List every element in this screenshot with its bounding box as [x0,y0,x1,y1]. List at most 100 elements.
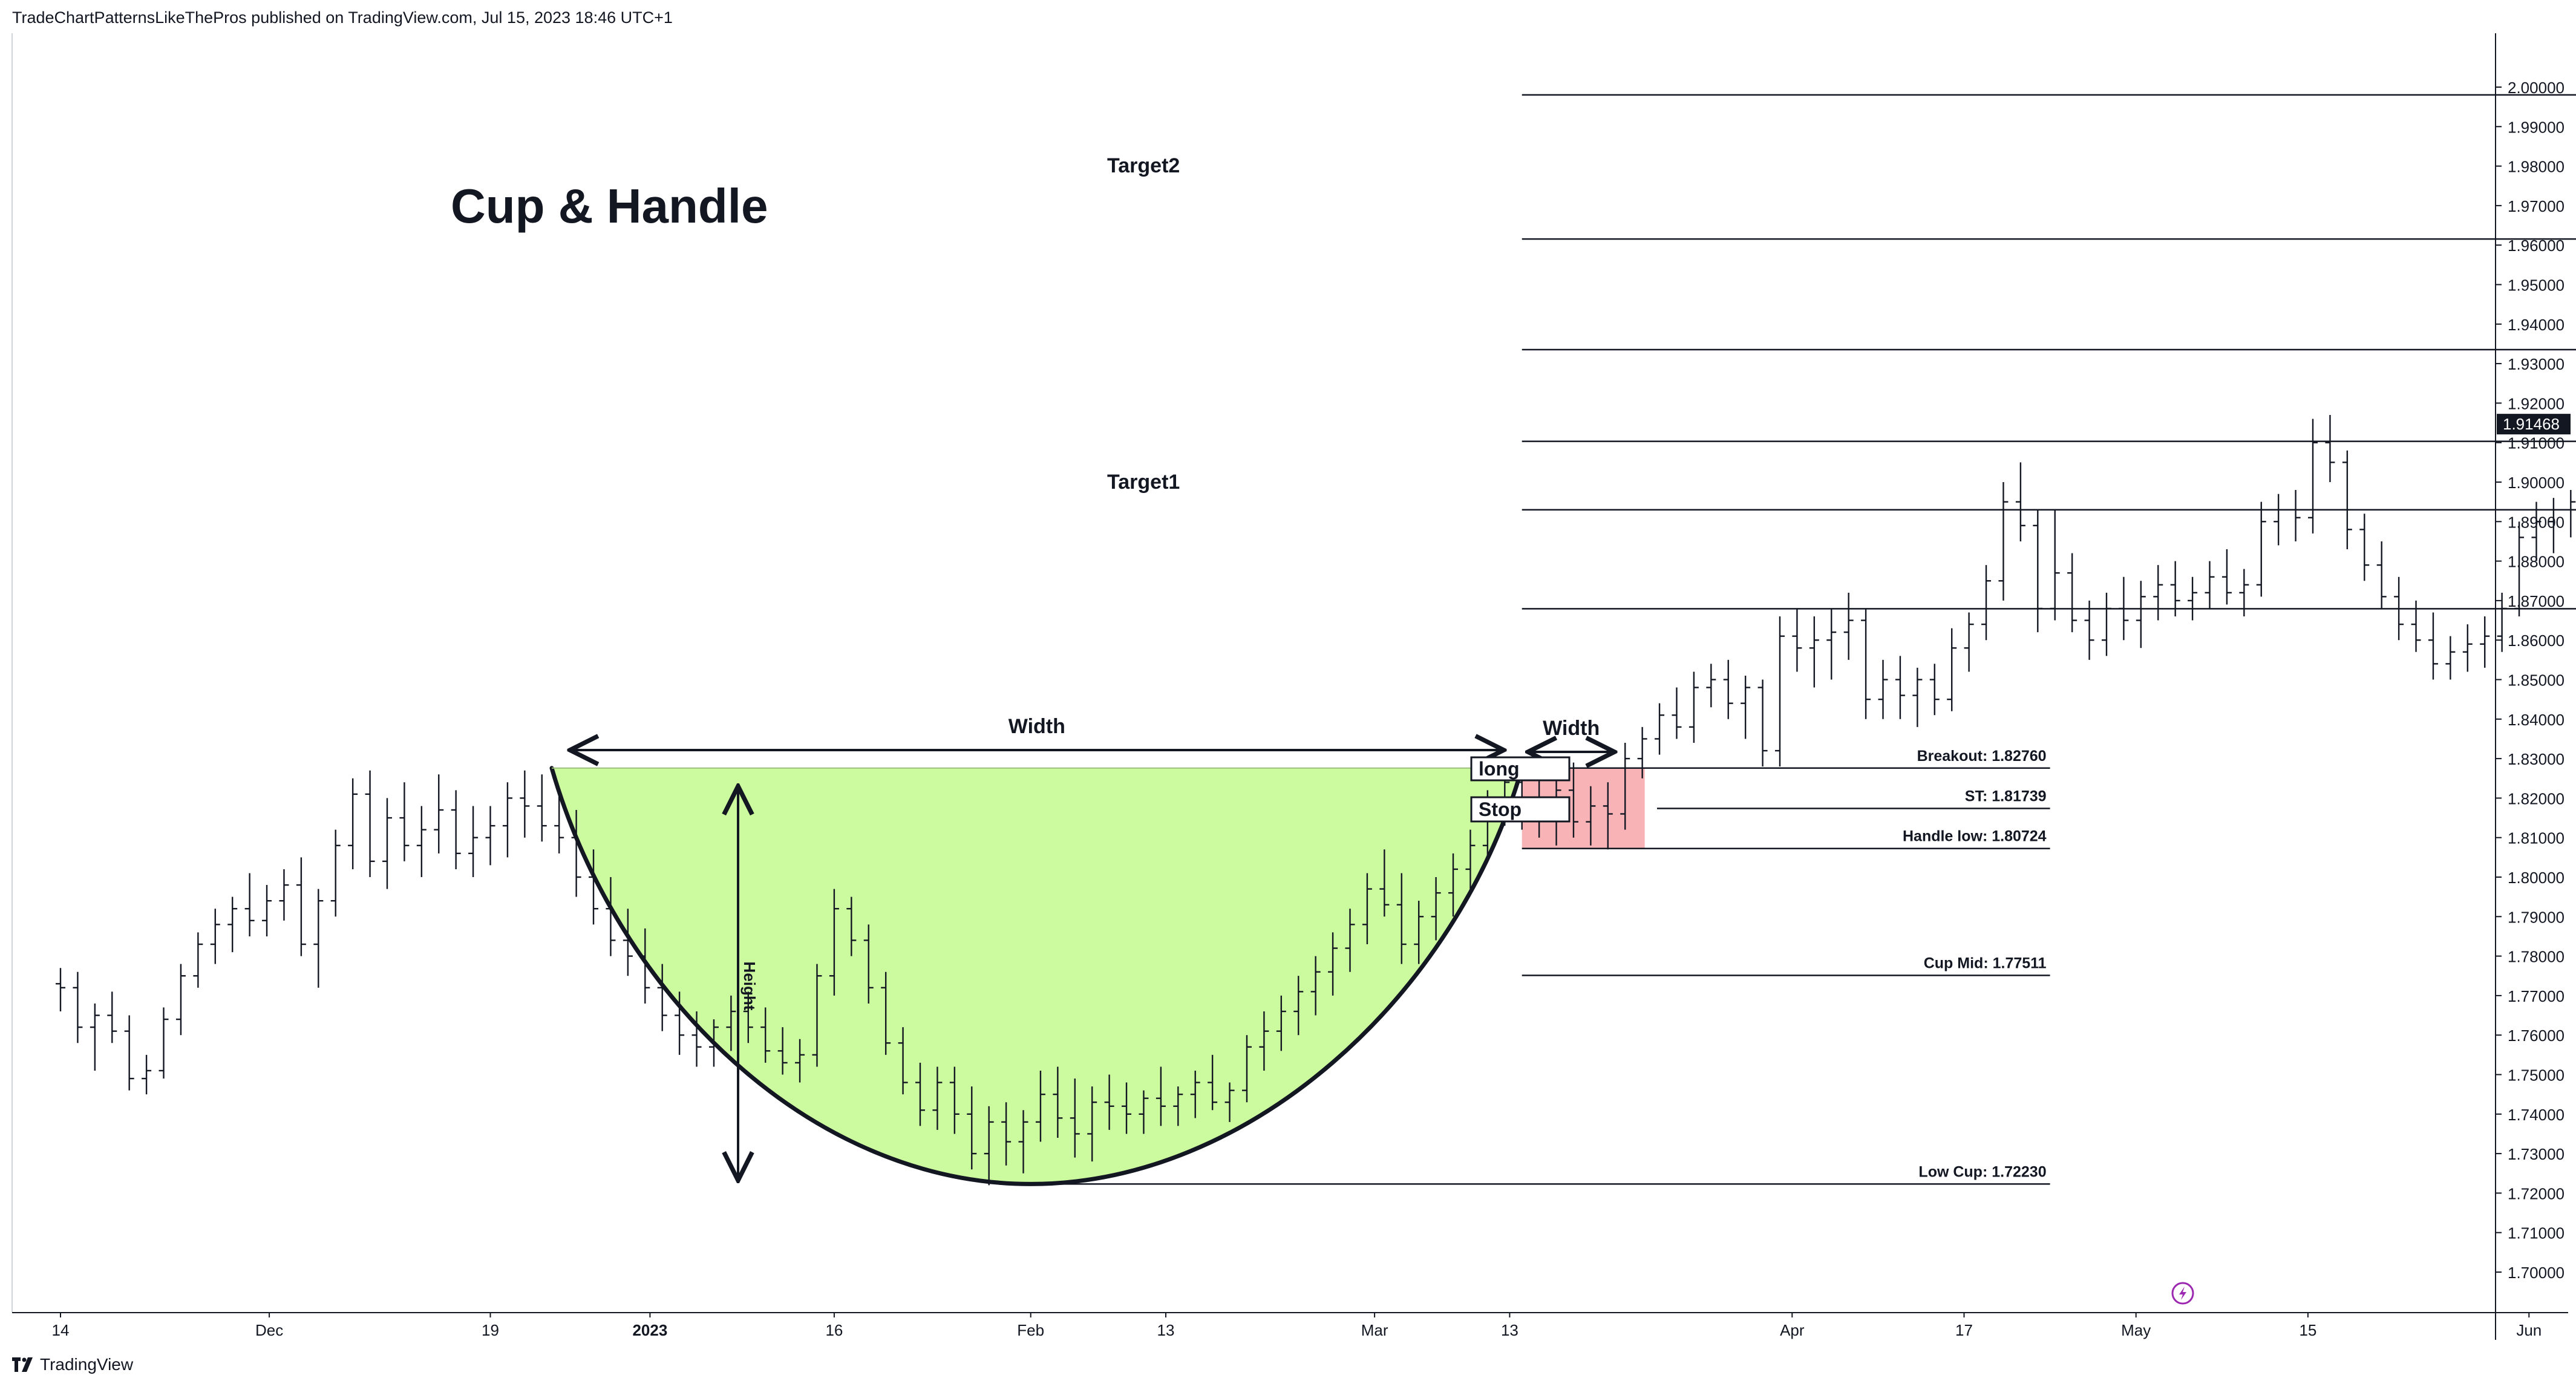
ohlc-bar [1328,932,1338,996]
ohlc-bar [2342,450,2352,550]
ohlc-bar [2548,498,2558,553]
y-tick-label: 1.98000 [2508,158,2565,176]
ohlc-bar [2256,501,2266,597]
ohlc-bar [1139,1090,1149,1134]
ohlc-bar [2067,553,2077,633]
ohlc-bar [365,770,375,877]
ohlc-bar [1414,901,1424,964]
tradingview-brand[interactable]: TradingView [12,1355,133,1374]
x-tick-label: 2023 [632,1321,667,1339]
ohlc-bar [606,877,616,956]
ohlc-bar [863,924,874,1004]
ohlc-bar [2411,600,2421,652]
y-tick-label: 1.84000 [2508,711,2565,729]
long-label: long [1479,758,1520,780]
ohlc-bar [2153,565,2163,621]
y-tick-label: 1.80000 [2508,869,2565,887]
ohlc-bar [1861,608,1871,719]
ohlc-bar [244,873,255,936]
y-tick-label: 1.88000 [2508,553,2565,571]
ohlc-bar [1208,1054,1218,1111]
ohlc-bar [416,806,427,877]
stop-box [1470,796,1571,823]
last-price-label: 1.91468 [2503,415,2560,433]
ohlc-bar [640,928,650,1004]
ohlc-bar [2170,561,2180,617]
ohlc-bar [2239,569,2249,617]
ohlc-bar [1156,1066,1166,1126]
ohlc-bar [932,1066,943,1130]
x-tick-label: Jun [2516,1321,2542,1339]
ohlc-bar [1620,742,1630,830]
ohlc-bar [967,1086,977,1170]
ohlc-bar [1018,1110,1028,1173]
y-tick-label: 1.82000 [2508,789,2565,808]
ohlc-bar [124,1015,134,1091]
ohlc-bar [760,1007,771,1063]
ohlc-bar [485,806,495,866]
ohlc-bar [2308,419,2318,534]
ohlc-bar [2221,549,2232,605]
ohlc-bar [1122,1082,1132,1134]
ohlc-bar [2136,581,2146,648]
ohlc-bar [1345,909,1355,972]
y-tick-label: 1.72000 [2508,1184,2565,1203]
ohlc-bar [1895,656,1905,719]
ohlc-bar [1190,1070,1200,1118]
y-tick-label: 1.85000 [2508,671,2565,690]
ohlc-bar [90,1003,100,1071]
ohlc-bar [675,991,685,1055]
ohlc-bar [537,774,547,842]
cup-fill [552,768,1522,1184]
ohlc-bar [2514,521,2525,617]
ohlc-bar [657,964,667,1031]
long-box [1470,756,1571,782]
ohlc-bar [2497,592,2507,652]
y-tick-label: 1.95000 [2508,276,2565,295]
ohlc-bar [1465,829,1476,889]
tradingview-brand-label: TradingView [40,1355,134,1374]
ohlc-bar [812,964,822,1067]
axes-layer[interactable]: 1.70000 1.71000 1.72000 1.73000 1.74000 1.750… [11,33,2576,1340]
ohlc-bar [2101,592,2111,656]
y-tick-label: 1.76000 [2508,1027,2565,1045]
flash-icon-bolt [2179,1287,2186,1300]
ohlc-bar [1293,976,1304,1036]
ohlc-bar [1964,612,1974,672]
x-tick-label: Apr [1780,1321,1805,1339]
ohlc-bar [571,809,581,897]
ohlc-bar [2428,612,2438,680]
ohlc-bar [2188,576,2198,621]
ohlc-bar [468,806,479,877]
y-tick-label: 1.92000 [2508,394,2565,413]
ohlc-bar [1775,616,1785,767]
ohlc-bar [2205,561,2215,609]
y-tick-label: 1.97000 [2508,197,2565,215]
ohlc-bar [1087,1086,1097,1162]
ohlc-bar [1568,762,1578,838]
ohlc-bar [1741,675,1751,739]
ohlc-bar [2015,462,2025,541]
ohlc-bar [2531,501,2542,561]
y-tick-label: 1.78000 [2508,948,2565,966]
y-tick-label: 1.91000 [2508,434,2565,452]
ohlc-bar [2033,509,2043,633]
ohlc-bar [1362,873,1372,945]
ohlc-bar [1603,782,1613,850]
ohlc-bar [1672,687,1682,739]
ohlc-bar [502,782,512,858]
ohlc-bar [2084,600,2094,660]
stop-level-label: ST: 1.81739 [1965,788,2047,805]
ohlc-bar [984,1106,994,1186]
y-tick-label: 1.75000 [2508,1066,2565,1085]
ohlc-bar [1241,1035,1252,1103]
x-tick-label: Dec [255,1321,283,1339]
y-tick-label: 1.81000 [2508,829,2565,847]
ohlc-bar [279,869,289,921]
ohlc-bar [829,889,839,996]
ohlc-bar [1173,1086,1183,1126]
ohlc-bar [898,1027,908,1095]
x-tick-label: Feb [1017,1321,1044,1339]
y-tick-label: 1.74000 [2508,1106,2565,1124]
ohlc-bar [1431,877,1441,941]
